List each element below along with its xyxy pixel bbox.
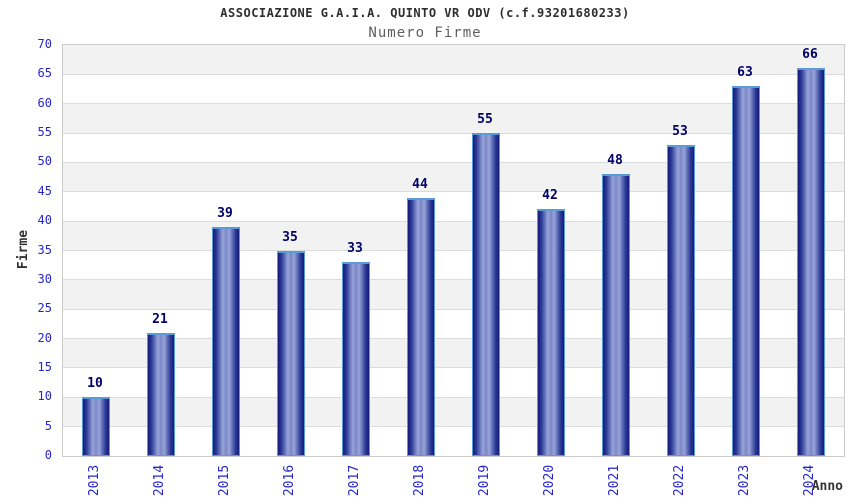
bar-value-label: 48 — [607, 153, 623, 168]
bar-2015 — [212, 227, 240, 456]
bar-2021 — [602, 174, 630, 456]
bar-value-label: 55 — [477, 112, 493, 127]
x-tick-label: 2015 — [205, 458, 245, 500]
y-tick-label: 40 — [37, 213, 52, 228]
y-tick-label: 50 — [37, 154, 52, 169]
gridline — [63, 103, 844, 105]
y-tick-label: 30 — [37, 271, 52, 286]
plot-area — [62, 44, 845, 457]
y-tick-label: 45 — [37, 183, 52, 198]
x-tick-label: 2021 — [595, 458, 635, 500]
y-tick-label: 70 — [37, 37, 52, 51]
y-tick-label: 55 — [37, 125, 52, 140]
bar-value-label: 44 — [412, 177, 428, 192]
title-block: ASSOCIAZIONE G.A.I.A. QUINTO VR ODV (c.f… — [0, 6, 850, 41]
y-tick-label: 65 — [37, 66, 52, 81]
bar-value-label: 33 — [347, 241, 363, 256]
bar-value-label: 35 — [282, 230, 298, 245]
x-axis-title: Anno — [811, 479, 843, 494]
x-tick-label: 2023 — [725, 458, 765, 500]
x-tick-label: 2017 — [335, 458, 375, 500]
background-band — [63, 103, 844, 134]
bar-value-label: 63 — [737, 65, 753, 80]
bar-2022 — [667, 145, 695, 456]
gridline — [63, 426, 844, 428]
x-tick-label-text: 2013 — [87, 464, 103, 496]
gridline — [63, 161, 844, 163]
gridline — [63, 220, 844, 222]
gridline — [63, 191, 844, 193]
gridline — [63, 396, 844, 398]
gridline — [63, 367, 844, 369]
x-tick-label: 2024 — [790, 458, 830, 500]
x-tick-label-text: 2018 — [412, 464, 428, 496]
bar-2016 — [277, 251, 305, 456]
bar-2014 — [147, 333, 175, 456]
gridline — [63, 132, 844, 134]
y-tick-label: 35 — [37, 242, 52, 257]
y-tick-label: 15 — [37, 359, 52, 374]
x-tick-label-text: 2014 — [152, 464, 168, 496]
background-band — [63, 279, 844, 310]
background-band — [63, 338, 844, 368]
background-band — [63, 162, 844, 192]
y-tick-label: 60 — [37, 95, 52, 110]
x-tick-label: 2014 — [140, 458, 180, 500]
x-tick-label-text: 2019 — [477, 464, 493, 496]
bar-value-label: 66 — [802, 47, 818, 62]
bar-value-label: 21 — [152, 312, 168, 327]
x-tick-label-text: 2022 — [672, 464, 688, 496]
x-tick-label-text: 2017 — [347, 464, 363, 496]
bar-value-label: 53 — [672, 124, 688, 139]
y-tick-label: 25 — [37, 301, 52, 316]
bar-2023 — [732, 86, 760, 456]
y-tick-label: 20 — [37, 330, 52, 345]
bar-2013 — [82, 397, 110, 456]
y-tick-label: 10 — [37, 389, 52, 404]
x-tick-label: 2013 — [75, 458, 115, 500]
bar-2020 — [537, 209, 565, 456]
y-tick-label: 5 — [44, 418, 52, 433]
background-band — [63, 221, 844, 251]
bar-value-label: 42 — [542, 188, 558, 203]
x-tick-label: 2018 — [400, 458, 440, 500]
chart-title: ASSOCIAZIONE G.A.I.A. QUINTO VR ODV (c.f… — [220, 6, 630, 20]
x-tick-label-text: 2015 — [217, 464, 233, 496]
y-tick-label: 0 — [44, 448, 52, 462]
x-tick-label: 2016 — [270, 458, 310, 500]
x-tick-label-text: 2021 — [607, 464, 623, 496]
x-tick-label: 2022 — [660, 458, 700, 500]
x-tick-label-text: 2020 — [542, 464, 558, 496]
gridline — [63, 250, 844, 251]
bar-2017 — [342, 262, 370, 456]
bar-value-label: 39 — [217, 206, 233, 221]
background-band — [63, 45, 844, 75]
bar-2024 — [797, 68, 825, 456]
chart-subtitle: Numero Firme — [368, 25, 482, 41]
gridline — [63, 73, 844, 75]
bar-2018 — [407, 198, 435, 456]
gridline — [63, 308, 844, 310]
x-tick-label-text: 2016 — [282, 464, 298, 496]
x-tick-label: 2020 — [530, 458, 570, 500]
gridline — [63, 338, 844, 340]
x-tick-label-text: 2023 — [737, 464, 753, 496]
bar-2019 — [472, 133, 500, 456]
background-band — [63, 397, 844, 427]
x-tick-label: 2019 — [465, 458, 505, 500]
gridline — [63, 279, 844, 281]
x-tick-label-text: 2024 — [802, 464, 818, 496]
bar-value-label: 10 — [87, 376, 103, 391]
